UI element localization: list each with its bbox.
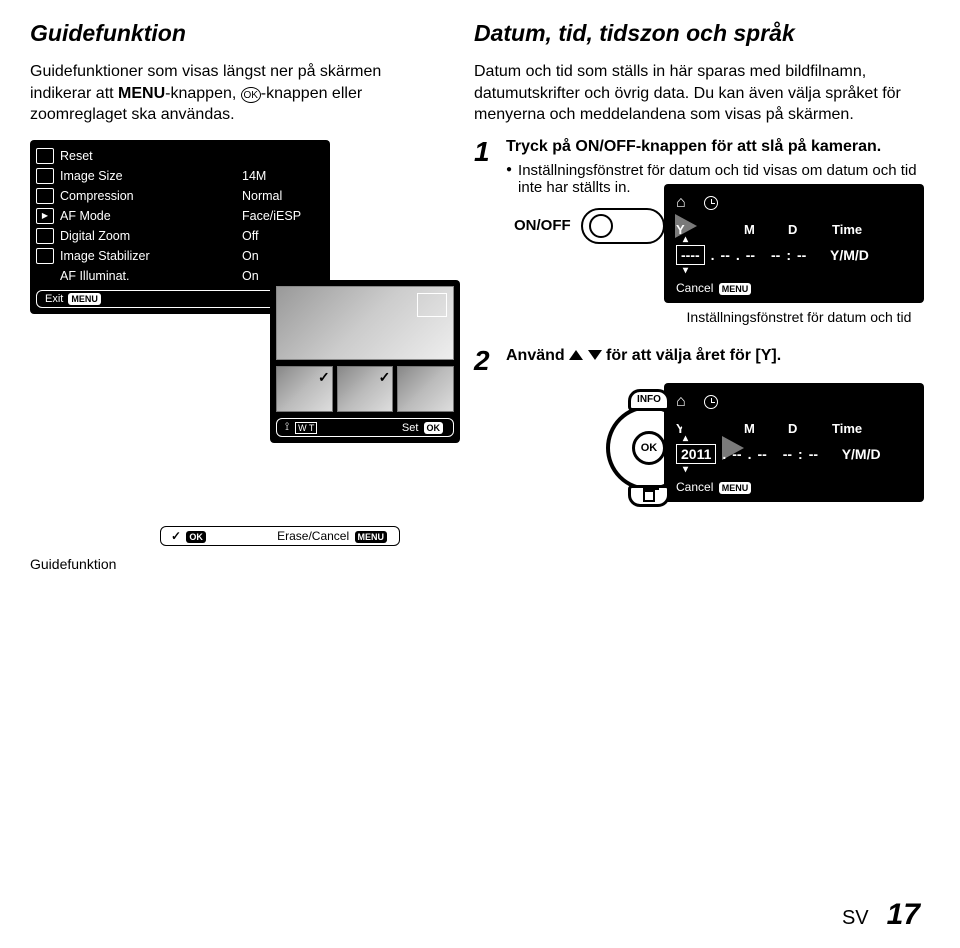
menu-icon-4: ▶ xyxy=(36,208,54,224)
col-m: M xyxy=(744,222,770,237)
col-m: M xyxy=(744,421,770,436)
left-caption: Guidefunktion xyxy=(30,556,444,572)
gallery-large-thumb xyxy=(276,286,454,360)
erase-label: Erase/Cancel xyxy=(277,529,349,543)
step-title: Tryck på ON/OFF-knappen för att slå på k… xyxy=(506,138,924,156)
step-title: Använd för att välja året för [Y]. xyxy=(506,347,924,365)
left-intro: Guidefunktioner som visas längst ner på … xyxy=(30,61,444,126)
ok-chip: OK xyxy=(186,531,206,543)
mon-field: -- xyxy=(732,446,741,462)
onoff-label: ON/OFF xyxy=(514,217,571,234)
menu-label: AF Illuminat. xyxy=(60,269,236,283)
gallery-thumb: ✓ xyxy=(276,366,333,412)
menu-label: AF Mode xyxy=(60,209,236,223)
datetime-lcd-1: ⌂ Y M D Time ----. --. -- --: -- Y/M/D C… xyxy=(664,184,924,303)
step2-post: för att välja året för [Y]. xyxy=(606,347,781,364)
step-number: 1 xyxy=(474,138,498,196)
lcd1-caption: Inställningsfönstret för datum och tid xyxy=(674,309,924,325)
year-field: ---- xyxy=(676,245,705,265)
menu-label: Image Size xyxy=(60,169,236,183)
gallery-thumb xyxy=(397,366,454,412)
info-button: INFO xyxy=(628,389,670,411)
triangle-up-icon xyxy=(569,350,583,360)
left-heading: Guidefunktion xyxy=(30,20,444,47)
menu-chip: MENU xyxy=(68,293,101,305)
col-time: Time xyxy=(832,222,862,237)
triangle-down-icon xyxy=(588,350,602,360)
gallery-footer: ⟟ W T Set OK xyxy=(276,418,454,437)
menu-label: Reset xyxy=(60,149,236,163)
menu-icon-1 xyxy=(36,148,54,164)
check-icon: ✓ xyxy=(379,369,391,386)
menu-label: Compression xyxy=(60,189,236,203)
right-column: Datum, tid, tidszon och språk Datum och … xyxy=(474,20,924,572)
menu-chip: MENU xyxy=(355,531,388,543)
step2-pre: Använd xyxy=(506,347,569,364)
menu-label: Digital Zoom xyxy=(60,229,236,243)
onoff-button-illustration xyxy=(581,208,665,244)
menu-val: Off xyxy=(242,229,322,243)
col-d: D xyxy=(788,421,814,436)
menu-icon-6 xyxy=(36,248,54,264)
trash-button xyxy=(628,485,670,507)
cancel-label: Cancel xyxy=(676,281,713,295)
check-icon: ✓ xyxy=(171,529,181,543)
day-field: -- xyxy=(757,446,766,462)
zoom-icon: ⟟ xyxy=(285,421,289,434)
menu-word: MENU xyxy=(118,85,165,102)
mon-field: -- xyxy=(721,247,730,263)
min-field: -- xyxy=(809,446,818,462)
home-icon: ⌂ xyxy=(676,194,686,212)
step-1: 1 Tryck på ON/OFF-knappen för att slå på… xyxy=(474,138,924,196)
step-number: 2 xyxy=(474,347,498,375)
check-icon: ✓ xyxy=(318,369,330,386)
menu-val: 14M xyxy=(242,169,322,183)
wt-chip: W T xyxy=(295,422,317,434)
step-2: 2 Använd för att välja året för [Y]. xyxy=(474,347,924,375)
trash-icon xyxy=(643,490,655,502)
menu-label: Image Stabilizer xyxy=(60,249,236,263)
day-field: -- xyxy=(746,247,755,263)
right-heading: Datum, tid, tidszon och språk xyxy=(474,20,924,47)
erase-cancel-bar: ✓ OK Erase/Cancel MENU xyxy=(160,526,400,546)
col-time: Time xyxy=(832,421,862,436)
col-d: D xyxy=(788,222,814,237)
ok-chip: OK xyxy=(424,422,444,434)
right-intro: Datum och tid som ställs in här sparas m… xyxy=(474,61,924,126)
page-footer: SV 17 xyxy=(842,898,920,932)
menu-val: Face/iESP xyxy=(242,209,322,223)
menu-val: Normal xyxy=(242,189,322,203)
left-column: Guidefunktion Guidefunktioner som visas … xyxy=(30,20,444,572)
menu-icon-2 xyxy=(36,168,54,184)
menu-val: On xyxy=(242,249,322,263)
lang-code: SV xyxy=(842,907,869,930)
fmt-field: Y/M/D xyxy=(842,446,881,462)
menu-icon-3 xyxy=(36,188,54,204)
gallery-thumb: ✓ xyxy=(337,366,394,412)
set-label: Set xyxy=(402,422,419,434)
clock-icon xyxy=(704,196,718,210)
menu-icon-5 xyxy=(36,228,54,244)
hour-field: -- xyxy=(783,446,792,462)
min-field: -- xyxy=(797,247,806,263)
intro-mid: -knappen, xyxy=(165,85,241,102)
hour-field: -- xyxy=(771,247,780,263)
step-bullet: Inställningsfönstret för datum och tid v… xyxy=(506,162,924,196)
clock-icon xyxy=(704,395,718,409)
gallery-panel: ✓ ✓ ⟟ W T Set OK xyxy=(270,280,460,443)
menu-chip: MENU xyxy=(719,482,752,494)
year-field: 2011 xyxy=(676,444,716,464)
fmt-field: Y/M/D xyxy=(830,247,869,263)
ok-chip-inline: OK xyxy=(241,87,261,103)
ok-button: OK xyxy=(632,431,666,465)
exit-label: Exit xyxy=(45,293,63,305)
page-number: 17 xyxy=(887,898,920,932)
menu-chip: MENU xyxy=(719,283,752,295)
